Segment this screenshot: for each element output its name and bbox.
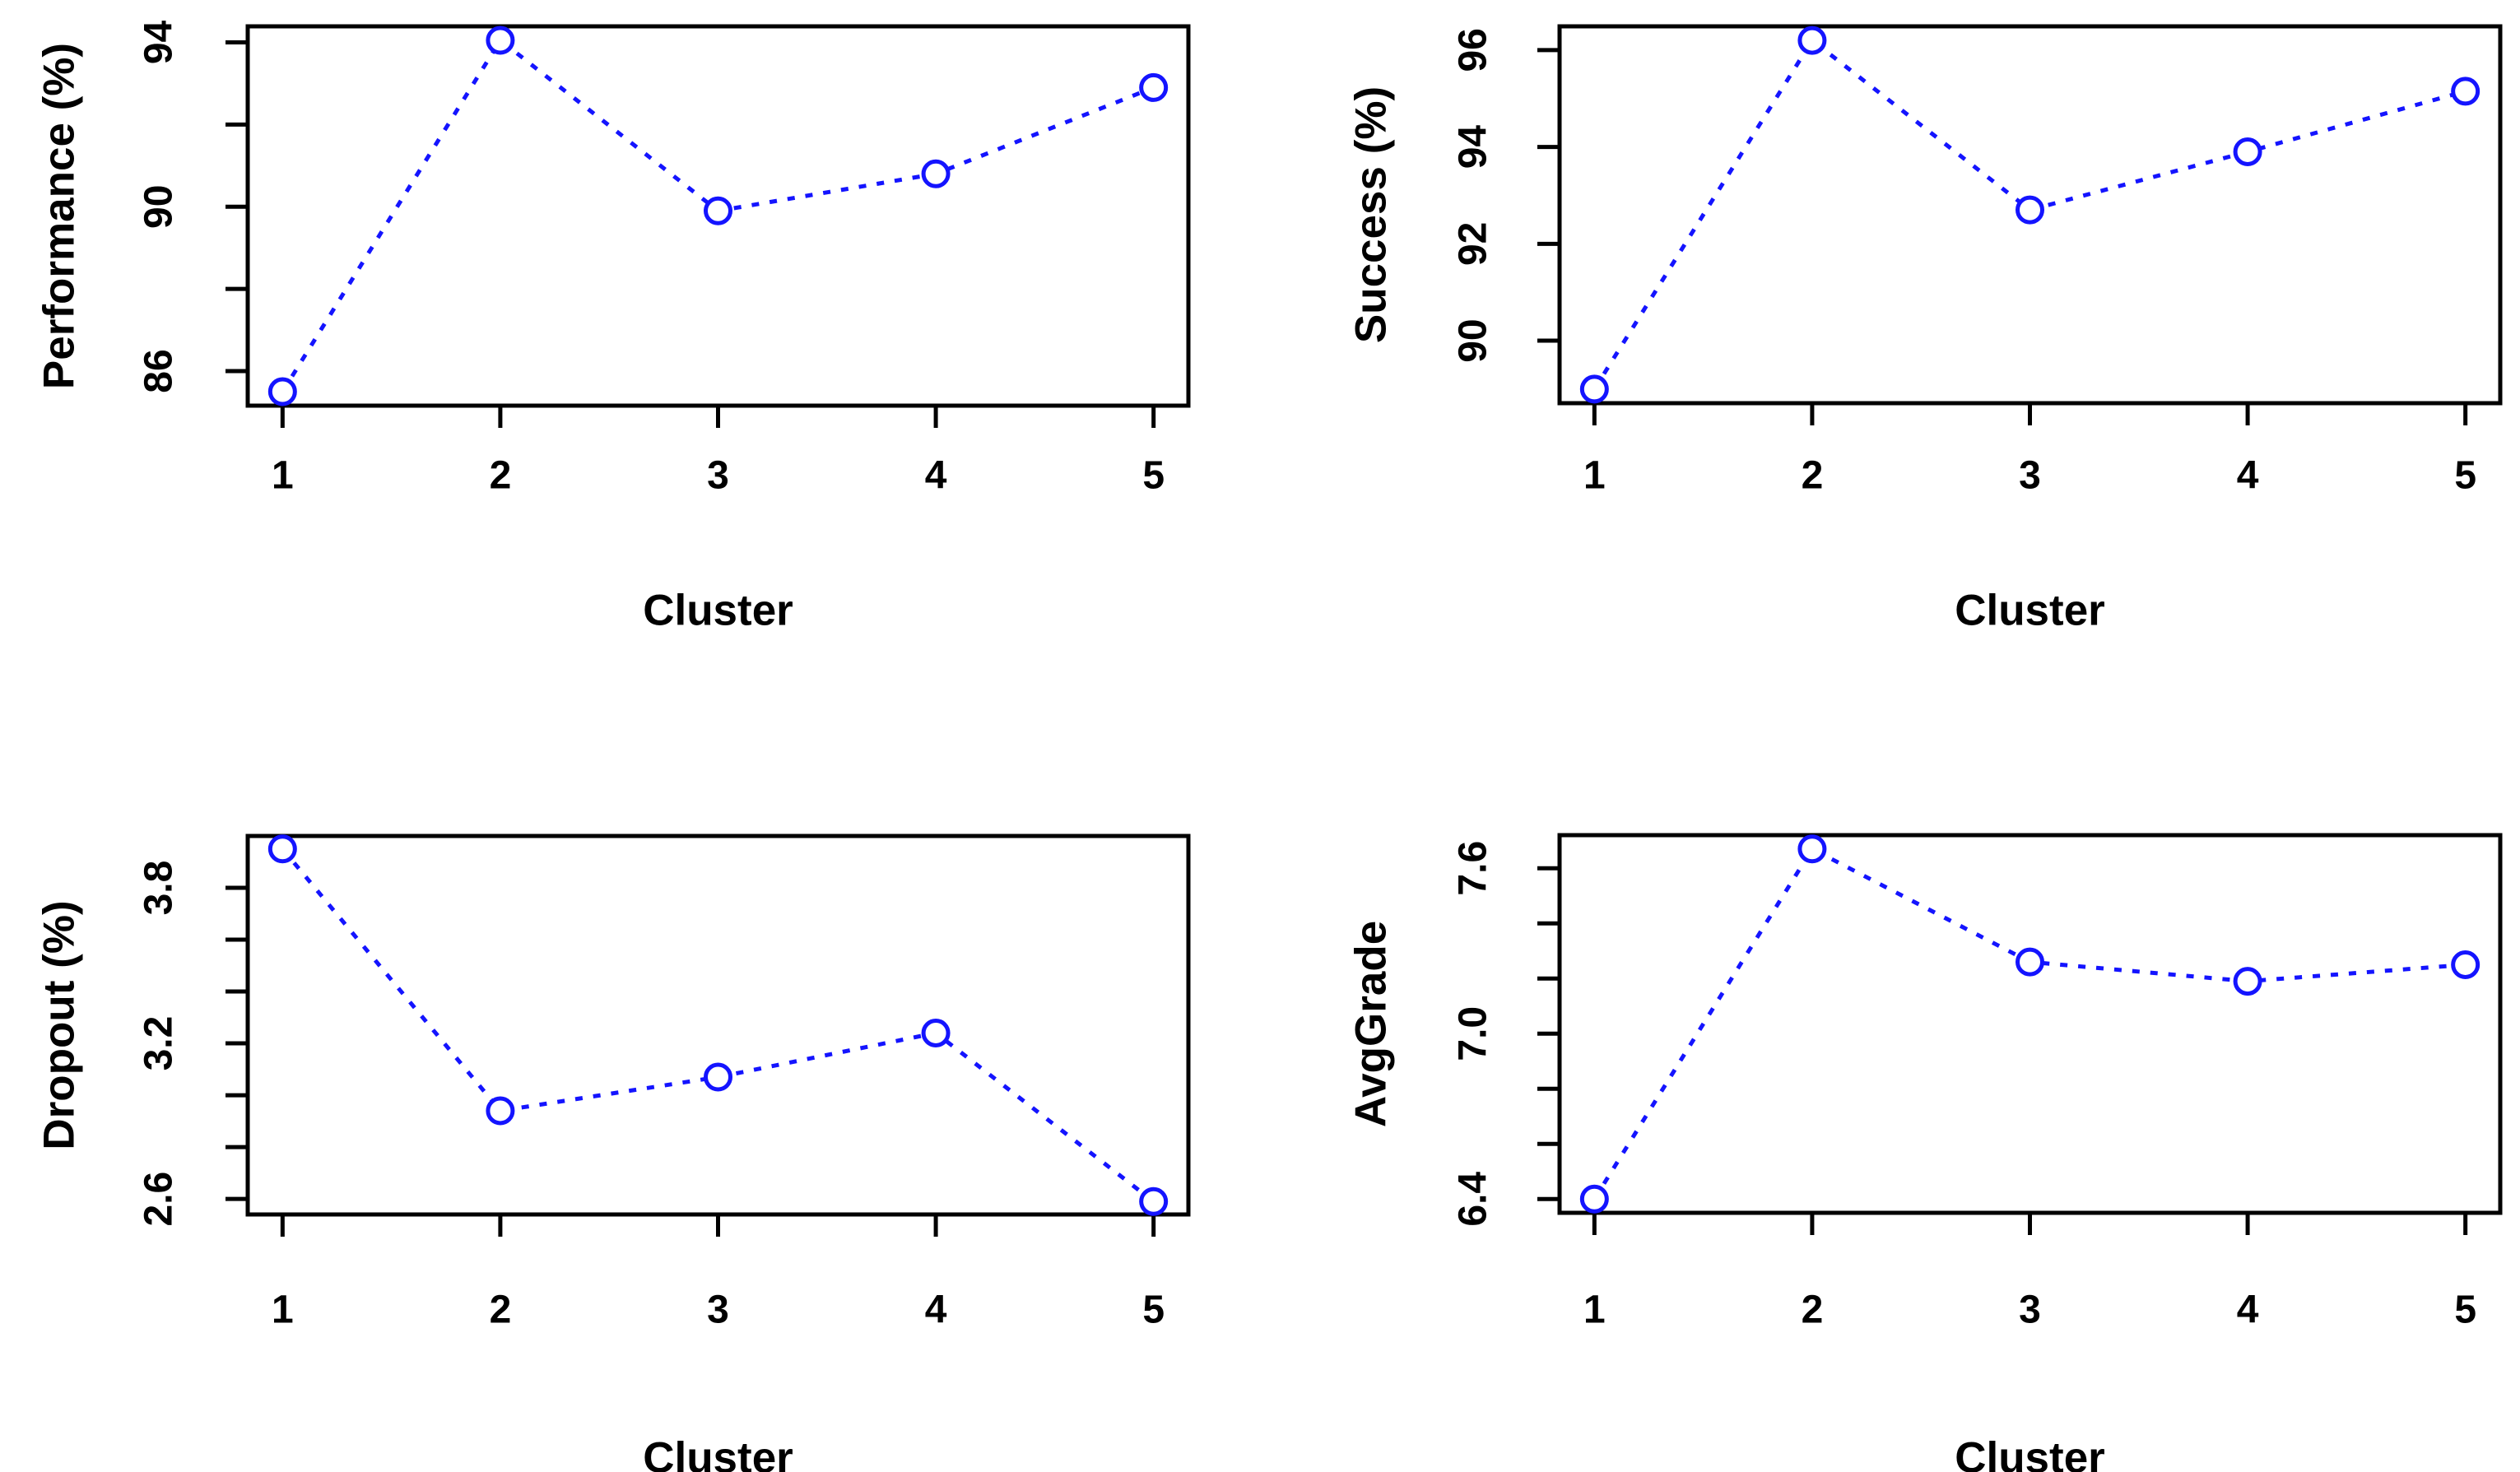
x-tick-label: 1 — [272, 454, 294, 498]
x-axis-title: Cluster — [1955, 587, 2105, 635]
x-tick-label: 5 — [1142, 1289, 1165, 1332]
x-tick-label: 3 — [2019, 454, 2041, 498]
x-tick-label: 4 — [925, 1289, 947, 1332]
data-point-marker — [704, 196, 732, 225]
x-axis-title: Cluster — [643, 1434, 793, 1472]
y-tick-label: 96 — [1452, 28, 1495, 72]
data-point-marker — [2451, 77, 2480, 106]
x-axis-title: Cluster — [1955, 1434, 2105, 1472]
y-tick-label: 7.6 — [1452, 841, 1495, 896]
data-point-marker — [1139, 72, 1169, 102]
data-point-marker — [486, 1096, 515, 1126]
x-tick-label: 2 — [490, 454, 512, 498]
data-point-marker — [921, 159, 951, 188]
x-tick-label: 4 — [925, 454, 947, 498]
x-tick-label: 5 — [2454, 454, 2476, 498]
data-point-marker — [267, 834, 297, 864]
y-axis-title: Success (%) — [1347, 86, 1396, 343]
data-point-marker — [704, 1062, 732, 1092]
x-tick-label: 1 — [272, 1289, 294, 1332]
x-tick-label: 3 — [707, 454, 729, 498]
y-tick-label: 92 — [1452, 222, 1495, 266]
data-point-marker — [1139, 1186, 1169, 1216]
series-line — [1592, 37, 2467, 391]
series-line — [1592, 846, 2466, 1200]
x-tick-label: 3 — [707, 1289, 729, 1332]
data-point-marker — [2233, 137, 2262, 166]
x-tick-label: 2 — [1802, 454, 1824, 498]
data-point-marker — [267, 377, 297, 406]
x-tick-label: 2 — [490, 1289, 512, 1332]
x-tick-label: 5 — [2454, 1289, 2476, 1332]
x-tick-label: 4 — [2237, 1289, 2259, 1332]
y-axis-title: Dropout (%) — [35, 900, 84, 1149]
y-tick-label: 86 — [137, 349, 181, 392]
x-axis-title: Cluster — [643, 587, 793, 635]
y-tick-label: 3.8 — [137, 861, 181, 916]
data-point-marker — [1579, 374, 1609, 404]
y-axis-title: Performance (%) — [35, 43, 84, 389]
data-point-marker — [486, 26, 515, 55]
data-point-marker — [2016, 195, 2044, 225]
data-point-marker — [1797, 834, 1827, 864]
y-tick-label: 94 — [137, 20, 181, 64]
data-point-marker — [1579, 1184, 1609, 1214]
x-tick-label: 2 — [1802, 1289, 1824, 1332]
x-tick-label: 3 — [2019, 1289, 2041, 1332]
x-tick-label: 1 — [1583, 1289, 1606, 1332]
x-tick-label: 5 — [1142, 454, 1165, 498]
x-tick-label: 4 — [2237, 454, 2259, 498]
data-point-marker — [1797, 26, 1827, 55]
y-tick-label: 2.6 — [137, 1172, 181, 1227]
y-tick-label: 94 — [1452, 125, 1495, 169]
x-tick-label: 1 — [1583, 454, 1606, 498]
data-point-marker — [2016, 947, 2044, 977]
y-axis-title: AvgGrade — [1347, 921, 1396, 1127]
series-line — [281, 847, 1155, 1204]
data-point-marker — [2233, 967, 2262, 996]
y-tick-label: 90 — [1452, 318, 1495, 362]
y-tick-label: 90 — [137, 185, 181, 229]
data-point-marker — [921, 1018, 951, 1047]
data-point-marker — [2451, 950, 2480, 979]
plot-box — [1557, 833, 2503, 1215]
y-tick-label: 3.2 — [137, 1016, 181, 1071]
y-tick-label: 7.0 — [1452, 1006, 1495, 1061]
plot-box — [245, 834, 1191, 1217]
y-tick-label: 6.4 — [1452, 1172, 1495, 1227]
